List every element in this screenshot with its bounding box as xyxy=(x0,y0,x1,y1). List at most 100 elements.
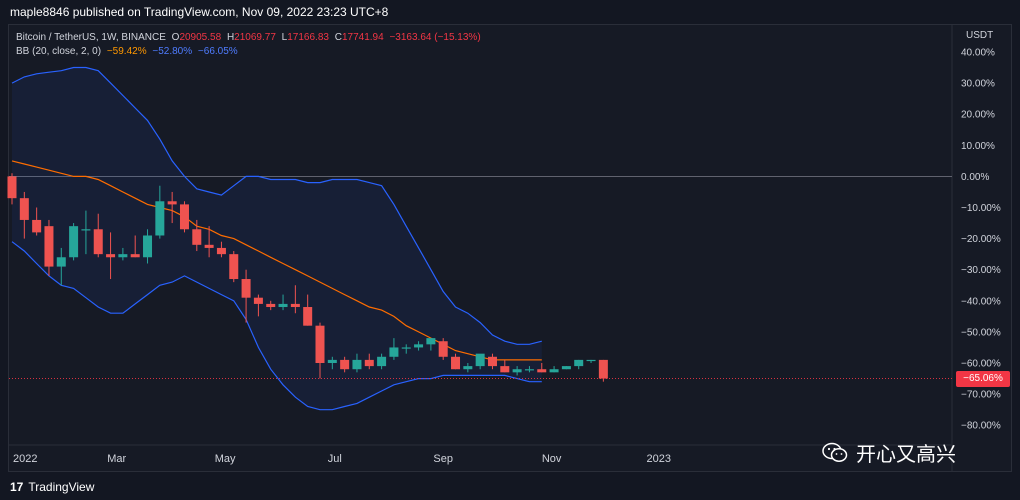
candle-body[interactable] xyxy=(253,297,263,304)
candle-body[interactable] xyxy=(451,356,461,370)
bb-lower-line[interactable] xyxy=(11,241,542,411)
wechat-watermark: 开心又高兴 xyxy=(822,438,956,467)
candle-body[interactable] xyxy=(69,226,79,258)
x-tick-label: 2022 xyxy=(13,453,37,465)
y-tick-label: −20.00% xyxy=(961,234,1001,245)
bb-indicator-name[interactable]: BB (20, close, 2, 0) xyxy=(16,46,102,57)
y-tick-label: −10.00% xyxy=(961,203,1001,214)
candle-body[interactable] xyxy=(438,341,448,357)
candle-body[interactable] xyxy=(290,303,300,308)
candle-body[interactable] xyxy=(32,219,42,233)
symbol-name[interactable]: Bitcoin / TetherUS, 1W, BINANCE xyxy=(16,32,166,43)
candle-body[interactable] xyxy=(278,303,288,308)
y-tick-label: 30.00% xyxy=(961,79,995,90)
candle-body[interactable] xyxy=(241,279,251,298)
close-label: C xyxy=(334,32,342,43)
candle-body[interactable] xyxy=(93,229,103,255)
candle-body[interactable] xyxy=(56,257,66,267)
bb-band-fill xyxy=(12,67,542,410)
candle-body[interactable] xyxy=(389,347,399,357)
candle-body[interactable] xyxy=(118,254,128,258)
y-tick-label: 0.00% xyxy=(961,172,989,183)
candle-body[interactable] xyxy=(7,176,17,199)
candle-body[interactable] xyxy=(561,366,571,370)
price-axis-unit: USDT xyxy=(966,30,993,41)
candle-body[interactable] xyxy=(192,229,202,245)
candle-body[interactable] xyxy=(229,254,239,280)
candle-body[interactable] xyxy=(266,303,276,308)
symbol-legend-row: Bitcoin / TetherUS, 1W, BINANCE O20905.5… xyxy=(16,31,484,45)
candle-body[interactable] xyxy=(143,235,153,258)
candle-body[interactable] xyxy=(179,204,189,230)
candle-body[interactable] xyxy=(340,359,350,370)
x-tick-label: Nov xyxy=(542,453,562,465)
candle-body[interactable] xyxy=(574,359,584,367)
candle-body[interactable] xyxy=(487,356,497,367)
candle-body[interactable] xyxy=(327,359,337,363)
bb-basis-value: −59.42% xyxy=(106,46,147,57)
low-value: 17166.83 xyxy=(287,32,329,43)
candle-body[interactable] xyxy=(44,226,54,267)
candle-body[interactable] xyxy=(364,359,374,367)
candle-body[interactable] xyxy=(475,353,485,367)
candle-body[interactable] xyxy=(537,369,547,373)
tradingview-logo-icon: 17 xyxy=(10,480,24,494)
y-tick-label: −40.00% xyxy=(961,296,1001,307)
candle-body[interactable] xyxy=(167,201,177,205)
y-tick-label: −30.00% xyxy=(961,265,1001,276)
candle-body[interactable] xyxy=(303,307,313,326)
publish-bar: maple8846 published on TradingView.com, … xyxy=(0,0,1020,24)
candle-body[interactable] xyxy=(500,366,510,373)
publish-info: maple8846 published on TradingView.com, … xyxy=(10,5,389,19)
open-label: O xyxy=(171,32,180,43)
high-value: 21069.77 xyxy=(234,32,276,43)
candle-body[interactable] xyxy=(315,325,325,363)
bb-legend-row: BB (20, close, 2, 0) −59.42% −52.80% −66… xyxy=(16,45,484,59)
wechat-icon xyxy=(822,442,848,464)
candle-body[interactable] xyxy=(81,229,91,231)
y-tick-label: 40.00% xyxy=(961,48,995,59)
bb-basis-line[interactable] xyxy=(11,160,542,361)
y-tick-label: −50.00% xyxy=(961,327,1001,338)
bb-upper-value: −52.80% xyxy=(152,46,193,57)
open-value: 20905.58 xyxy=(179,32,222,43)
last-price-badge: −65.06% xyxy=(956,371,1010,387)
y-tick-label: −70.00% xyxy=(961,390,1001,401)
candle-body[interactable] xyxy=(155,201,165,236)
tradingview-logo[interactable]: 17 TradingView xyxy=(10,480,94,494)
candle-body[interactable] xyxy=(19,198,29,220)
candle-body[interactable] xyxy=(524,369,534,371)
y-tick-label: −80.00% xyxy=(961,421,1001,432)
x-tick-label: Mar xyxy=(107,453,126,465)
candle-body[interactable] xyxy=(216,247,226,255)
close-value: 17741.94 xyxy=(341,32,384,43)
bb-lower-value: −66.05% xyxy=(197,46,238,57)
candle-body[interactable] xyxy=(130,254,140,258)
candle-body[interactable] xyxy=(549,369,559,373)
high-label: H xyxy=(226,32,235,43)
change-value: −3163.64 (−15.13%) xyxy=(389,32,481,43)
candle-body[interactable] xyxy=(377,356,387,367)
candle-body[interactable] xyxy=(426,338,436,345)
candle-body[interactable] xyxy=(512,369,522,373)
low-label: L xyxy=(281,32,288,43)
bb-upper-line[interactable] xyxy=(11,66,542,345)
candle-body[interactable] xyxy=(401,347,411,349)
watermark-text: 开心又高兴 xyxy=(856,442,956,466)
chart-panel[interactable] xyxy=(8,24,1012,472)
x-tick-label: Sep xyxy=(433,453,453,465)
y-tick-label: 20.00% xyxy=(961,110,995,121)
candle-body[interactable] xyxy=(106,254,116,258)
tradingview-brand: TradingView xyxy=(28,480,95,494)
candle-body[interactable] xyxy=(586,359,596,362)
footer-bar xyxy=(0,474,1020,500)
chart-legend: Bitcoin / TetherUS, 1W, BINANCE O20905.5… xyxy=(16,31,484,59)
candle-body[interactable] xyxy=(204,244,214,248)
candle-body[interactable] xyxy=(352,359,362,370)
candle-body[interactable] xyxy=(414,344,424,348)
candle-body[interactable] xyxy=(463,366,473,370)
candle-body[interactable] xyxy=(598,359,608,379)
y-tick-label: −60.00% xyxy=(961,359,1001,370)
x-tick-label: Jul xyxy=(328,453,342,465)
